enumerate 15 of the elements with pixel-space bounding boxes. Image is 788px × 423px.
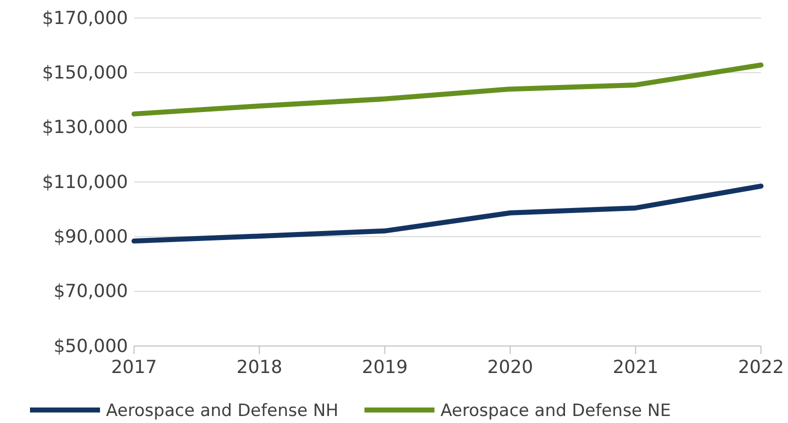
x-tick-label: 2019	[362, 356, 408, 378]
y-tick-label: $150,000	[42, 62, 128, 84]
y-tick-label: $130,000	[42, 117, 128, 138]
x-tick-label: 2018	[236, 356, 282, 378]
y-tick-label: $170,000	[42, 8, 128, 29]
legend-label: Aerospace and Defense NE	[440, 401, 671, 421]
x-tick-label: 2020	[487, 356, 534, 378]
x-tick-label: 2017	[111, 356, 157, 378]
y-tick-label: $90,000	[54, 226, 128, 248]
x-tick-label: 2022	[738, 356, 784, 378]
x-tick-label: 2021	[612, 356, 659, 378]
y-tick-label: $70,000	[54, 281, 128, 302]
y-tick-label: $110,000	[42, 172, 128, 193]
legend-label: Aerospace and Defense NH	[106, 401, 338, 421]
y-tick-label: $50,000	[54, 336, 128, 357]
